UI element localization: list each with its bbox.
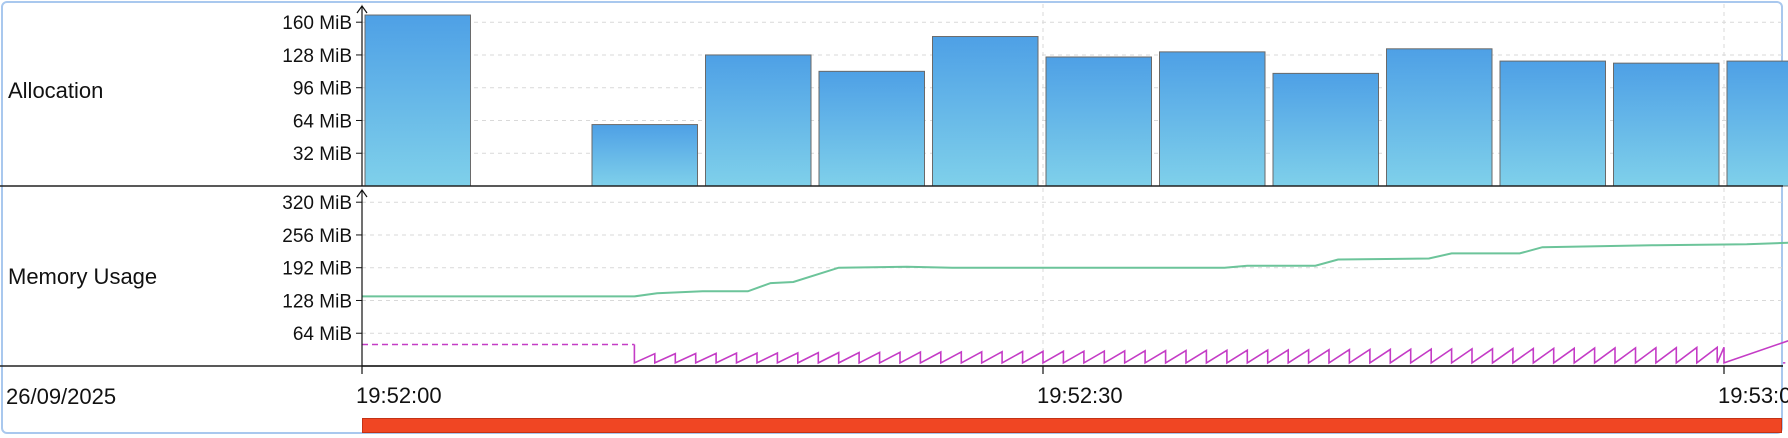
- axis-labels: 32 MiB 64 MiB 96 MiB 128 MiB 160 MiB 64 MiB 12…: [282, 13, 1788, 408]
- allocation-bar: [818, 70, 925, 187]
- time-tick-label: 19:52:00: [356, 383, 442, 408]
- allocation-ytick-label: 128 MiB: [282, 46, 352, 67]
- timeline-chart: 32 MiB 64 MiB 96 MiB 128 MiB 160 MiB 64 MiB 12…: [0, 4, 1788, 408]
- memory-axis-arrow: [356, 188, 368, 198]
- allocation-ytick-label: 64 MiB: [293, 111, 352, 132]
- memory-usage-row-label: Memory Usage: [8, 264, 158, 289]
- memory-ytick-label: 128 MiB: [282, 291, 352, 312]
- allocation-ytick-label: 32 MiB: [293, 144, 352, 165]
- allocation-row-label: Allocation: [8, 78, 104, 103]
- allocation-bar: [1159, 51, 1266, 187]
- time-tick-label: 19:52:30: [1037, 383, 1123, 408]
- heap-used-line: [633, 340, 1788, 365]
- allocation-bar: [1613, 62, 1720, 187]
- axes: [0, 4, 1783, 374]
- allocation-bars: [364, 14, 1788, 187]
- allocation-ytick-label: 96 MiB: [293, 79, 352, 100]
- time-tick-label: 19:53:00: [1718, 383, 1788, 408]
- allocation-ytick-label: 160 MiB: [282, 13, 352, 34]
- memory-ytick-label: 256 MiB: [282, 226, 352, 247]
- allocation-bar: [1272, 72, 1379, 187]
- timeline-progress-bar[interactable]: [362, 418, 1782, 433]
- memory-ytick-label: 320 MiB: [282, 193, 352, 214]
- allocation-bar: [932, 36, 1039, 187]
- memory-ytick-label: 192 MiB: [282, 259, 352, 280]
- allocation-bar: [1499, 60, 1606, 187]
- allocation-bar: [1045, 56, 1152, 187]
- allocation-bar: [1726, 60, 1788, 187]
- allocation-bar: [364, 14, 471, 187]
- date-label: 26/09/2025: [6, 384, 117, 409]
- memory-ytick-label: 64 MiB: [293, 324, 352, 345]
- allocation-bar: [705, 54, 812, 187]
- allocation-bar: [1386, 48, 1493, 187]
- allocation-bar: [591, 124, 698, 187]
- memory-lines: [362, 241, 1788, 365]
- heap-committed-line: [362, 241, 1788, 298]
- allocation-axis-arrow: [356, 4, 368, 14]
